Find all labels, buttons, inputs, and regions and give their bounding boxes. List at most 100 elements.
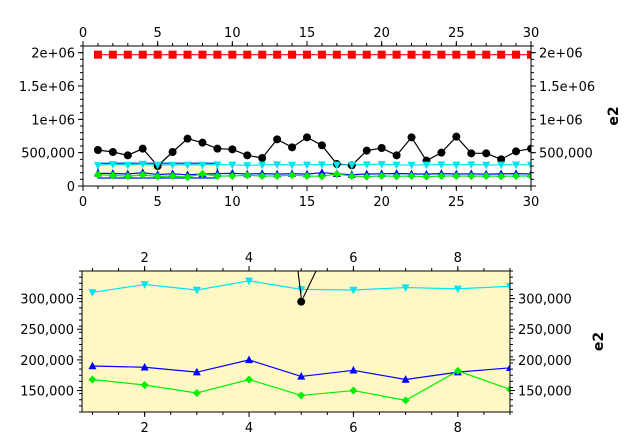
series-2-point-24 (452, 161, 461, 170)
series-1-point-21 (407, 133, 416, 142)
series-1-point-14 (303, 133, 311, 142)
series-2-line (97, 163, 531, 167)
series-4-point-27 (497, 172, 506, 181)
series-0-point-6 (183, 50, 192, 59)
series-1-point-1 (108, 148, 117, 156)
x-tick-label-bottom-5: 25 (448, 195, 465, 210)
series-4-point-2 (123, 172, 132, 181)
series-0-point-4 (153, 50, 162, 59)
series-0-point-27 (497, 50, 506, 59)
series-1-point-29 (527, 144, 531, 153)
y-tick-label-right-1: 200,000 (518, 354, 572, 369)
x-tick-label-bottom-6: 30 (523, 195, 540, 210)
series-1-point-25 (467, 149, 476, 158)
x-tick-label-bottom-3: 15 (299, 195, 316, 210)
series-1-point-10 (243, 151, 252, 160)
series-4-point-18 (362, 172, 371, 181)
series-0-point-3 (245, 277, 254, 286)
plot-area (82, 271, 510, 412)
series-4-point-11 (258, 172, 267, 180)
y-tick-label-left-3: 300,000 (20, 293, 74, 308)
series-2-point-4 (297, 391, 306, 400)
x-tick-label-top-3: 15 (299, 26, 316, 41)
y-tick-label-left-4: 2e+06 (31, 47, 75, 62)
series-2-point-10 (243, 162, 252, 170)
series-2-point-22 (422, 161, 431, 170)
x-tick-label-top-3: 8 (454, 251, 462, 266)
series-2-point-9 (228, 161, 237, 170)
series-1-point-18 (362, 146, 371, 155)
y-tick-label-right-2: 250,000 (518, 323, 572, 338)
series-2-point-0 (93, 162, 102, 170)
series-0-point-12 (273, 50, 282, 59)
x-tick-label-bottom-3: 8 (454, 421, 462, 436)
series-2-point-13 (288, 161, 297, 170)
series-1-point-28 (512, 147, 521, 156)
x-tick-label-bottom-1: 5 (154, 195, 162, 210)
series-2-point-6 (183, 161, 192, 170)
series-2-point-7 (453, 366, 462, 375)
series-1-point-24 (452, 132, 461, 141)
series-1-point-19 (377, 144, 386, 152)
x-tick-label-bottom-2: 6 (349, 421, 357, 436)
series-1-point-7 (198, 138, 207, 147)
series-0-point-15 (317, 50, 326, 59)
series-0-point-18 (362, 50, 371, 59)
series-1-point-1 (140, 362, 149, 371)
series-0-point-5 (168, 50, 177, 59)
x-tick-label-top-5: 25 (448, 26, 465, 41)
series-1-point-5 (349, 365, 358, 374)
x-tick-label-bottom-1: 4 (245, 421, 253, 436)
plot-frame (81, 270, 511, 413)
series-2-point-12 (273, 161, 282, 169)
series-4-point-23 (437, 172, 446, 180)
series-4-point-22 (422, 172, 431, 181)
series-2-point-5 (349, 386, 358, 395)
series-4-point-15 (317, 172, 326, 181)
series-2-point-26 (482, 161, 491, 170)
series-2-point-17 (347, 161, 356, 170)
series-0-point-16 (332, 50, 341, 59)
series-0-point-26 (482, 50, 491, 59)
series-4-point-5 (168, 172, 177, 180)
series-0-point-5 (349, 286, 358, 295)
series-0-point-21 (407, 50, 416, 59)
series-2-point-28 (512, 161, 521, 170)
series-4-point-12 (273, 172, 282, 180)
series-4-point-4 (153, 172, 162, 181)
series-0-point-17 (347, 50, 356, 59)
x-tick-label-bottom-0: 2 (140, 421, 148, 436)
series-0-point-7 (453, 285, 462, 294)
callout-line-left (297, 270, 302, 298)
series-0-point-9 (228, 50, 237, 59)
series-2-point-4 (153, 161, 162, 170)
x-tick-label-top-0: 2 (140, 251, 148, 266)
series-1-point-9 (228, 145, 237, 154)
series-0-point-19 (377, 50, 386, 59)
series-4-point-24 (452, 172, 461, 180)
y-tick-label-left-3: 1.5e+06 (19, 80, 75, 95)
series-0-point-29 (527, 50, 531, 59)
series-0-point-28 (512, 50, 521, 59)
x-tick-label-top-1: 5 (154, 26, 162, 41)
series-1-point-12 (273, 135, 282, 144)
series-0-point-6 (401, 284, 410, 292)
x-tick-label-top-2: 10 (224, 26, 241, 41)
series-0-point-0 (88, 289, 97, 297)
y-tick-label-right-2: 1.5e+06 (539, 80, 595, 95)
series-4-point-26 (482, 172, 491, 180)
series-1-point-20 (392, 151, 401, 160)
series-3-line (97, 172, 531, 176)
series-4-point-28 (512, 172, 521, 180)
series-2-point-21 (407, 161, 416, 170)
series-2-point-20 (392, 161, 401, 170)
y-tick-label-right-3: 2e+06 (539, 47, 583, 62)
series-0-point-20 (392, 50, 401, 59)
series-1-point-3 (138, 144, 147, 153)
series-1-point-11 (258, 154, 267, 162)
series-1-point-2 (192, 367, 201, 376)
series-1-point-6 (183, 134, 192, 143)
series-0-point-22 (422, 50, 431, 59)
y-tick-label-right-0: 500,000 (539, 147, 593, 162)
series-2-point-11 (258, 161, 267, 170)
